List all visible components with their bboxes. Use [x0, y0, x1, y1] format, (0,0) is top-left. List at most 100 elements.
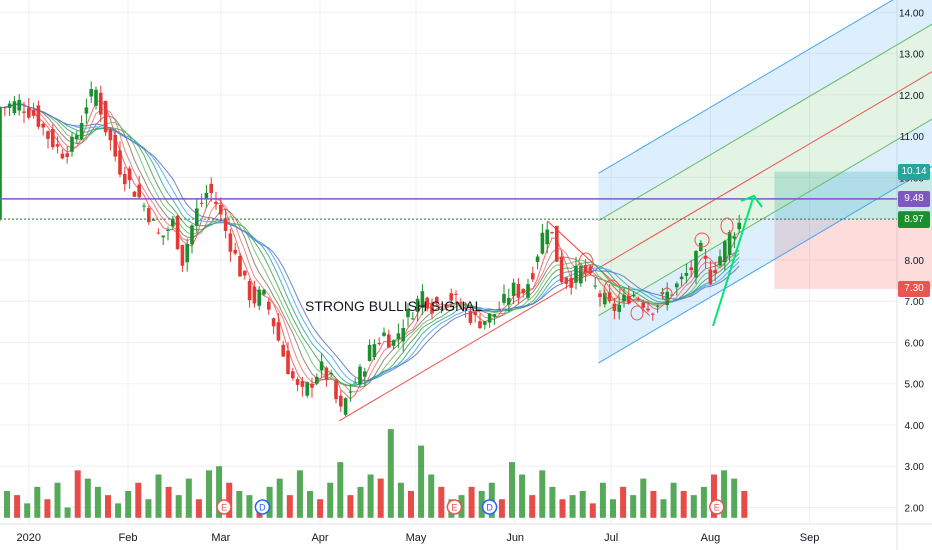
- x-tick-label: Jun: [506, 532, 524, 544]
- price-tag: 8.97: [898, 211, 930, 228]
- candle-body: [679, 276, 684, 280]
- ma-line: [0, 103, 740, 393]
- candle-body: [478, 321, 482, 329]
- candle-body: [103, 100, 108, 133]
- candle-body: [675, 283, 679, 288]
- annotation-text: STRONG BULLISH SIGNAL: [305, 298, 483, 314]
- volume-bar: [54, 482, 61, 518]
- loss-zone: [774, 219, 932, 289]
- volume-bar: [478, 490, 485, 518]
- volume-bar: [670, 482, 677, 518]
- candle-body: [262, 289, 266, 295]
- volume-bar: [236, 490, 243, 518]
- candle-body: [348, 391, 353, 393]
- candle-body: [655, 305, 660, 307]
- volume-bar: [296, 470, 303, 518]
- volume-bar: [337, 462, 344, 518]
- event-marker: [446, 499, 463, 515]
- candle-body: [492, 314, 497, 317]
- volume-bar: [165, 486, 172, 518]
- volume-bar: [125, 490, 132, 518]
- volume-bar: [367, 474, 374, 518]
- candle-body: [286, 350, 290, 375]
- candle-body: [377, 343, 381, 345]
- x-tick-label: Aug: [701, 532, 721, 544]
- candle-body: [727, 232, 732, 255]
- candle-body: [723, 241, 727, 263]
- time-axis[interactable]: 2020 Feb Mar Apr May Jun Jul Aug Sep: [17, 532, 820, 544]
- candle-body: [665, 291, 669, 306]
- candle-body: [94, 89, 98, 106]
- y-tick-label: 6.00: [905, 338, 925, 349]
- price-tag: 10.14: [898, 163, 930, 180]
- volume-bar: [4, 490, 10, 518]
- volume-bar: [498, 499, 505, 518]
- candle-body: [454, 293, 458, 295]
- candle-body: [36, 105, 41, 127]
- candle-body: [291, 371, 295, 379]
- candle-body: [439, 308, 444, 310]
- y-tick-label: 2.00: [905, 503, 925, 514]
- candle-body: [334, 380, 338, 400]
- candle-body: [156, 232, 161, 234]
- candle-body: [89, 89, 93, 97]
- volume-bar: [64, 507, 71, 518]
- candle-body: [497, 309, 501, 311]
- candle-body: [65, 153, 69, 157]
- candle-body: [204, 192, 209, 199]
- y-tick-label: 7.00: [905, 297, 925, 308]
- candle-body: [12, 101, 17, 114]
- candle-body: [324, 367, 329, 380]
- x-tick-label: Sep: [800, 532, 820, 544]
- candle-body: [27, 107, 31, 118]
- pitchfork-band: [598, 71, 932, 316]
- candle-body: [684, 272, 689, 276]
- candle-body: [449, 293, 453, 301]
- candle-body: [199, 202, 204, 204]
- volume-bar: [660, 499, 667, 518]
- volume-bar: [317, 499, 324, 518]
- y-tick-label: 11.00: [900, 132, 925, 143]
- candle-body: [603, 292, 607, 305]
- volume-bar: [226, 482, 233, 518]
- signal-arrow: [712, 197, 754, 327]
- candle-body: [473, 312, 477, 316]
- volume-bar: [276, 478, 283, 518]
- volume-bar: [347, 495, 354, 518]
- volume-bar: [569, 495, 576, 518]
- x-tick-label: May: [406, 532, 427, 544]
- x-tick-label: Jul: [604, 532, 618, 544]
- volume-bar: [185, 478, 192, 518]
- candle-body: [579, 265, 583, 284]
- candle-body: [257, 289, 261, 306]
- candle-body: [281, 344, 285, 357]
- x-tick-label: Feb: [119, 532, 138, 544]
- candle-body: [137, 184, 141, 198]
- candle-body: [60, 153, 65, 159]
- ma-line: [0, 99, 740, 400]
- highlight-circle: [661, 287, 673, 301]
- volume-bars: [4, 429, 748, 518]
- event-marker-label: E: [451, 503, 457, 513]
- candle-body: [363, 371, 367, 377]
- volume-bar: [307, 490, 313, 518]
- candle-body: [79, 123, 84, 139]
- ma-line: [0, 103, 740, 387]
- candle-body: [223, 218, 228, 232]
- event-marker: [709, 499, 725, 515]
- volume-bar: [680, 490, 687, 518]
- candle-body: [617, 304, 621, 312]
- candle-body: [651, 313, 655, 315]
- candle-body: [574, 266, 578, 283]
- ma-line: [0, 103, 740, 388]
- volume-bar: [529, 495, 536, 518]
- volume-bar: [700, 486, 707, 518]
- event-marker: [216, 499, 232, 515]
- candle-body: [411, 318, 415, 320]
- volume-bar: [620, 486, 627, 518]
- candle-body: [459, 306, 463, 308]
- event-marker-label: D: [486, 503, 493, 513]
- volume-bar: [610, 499, 616, 518]
